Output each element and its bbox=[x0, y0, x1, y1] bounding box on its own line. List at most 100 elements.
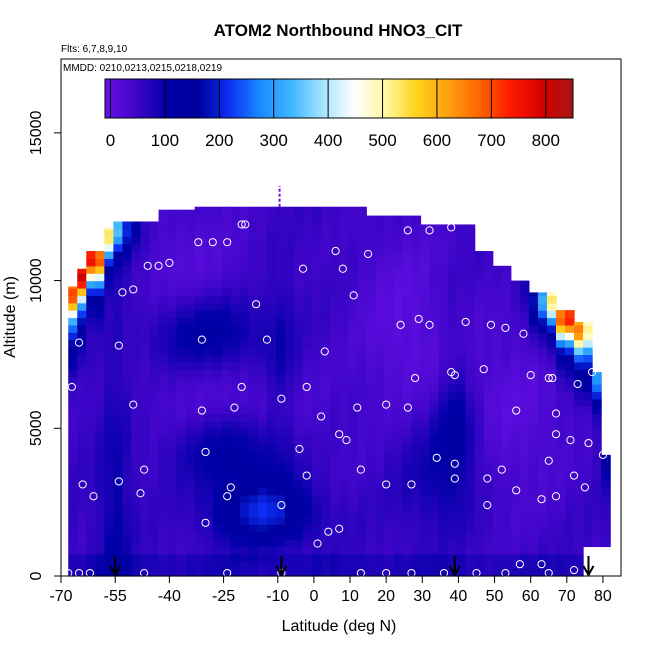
heatmap-cell bbox=[212, 302, 223, 311]
heatmap-cell bbox=[266, 435, 277, 444]
heatmap-cell bbox=[167, 369, 178, 378]
heatmap-cell bbox=[275, 472, 286, 481]
heatmap-cell bbox=[122, 413, 133, 422]
heatmap-cell bbox=[321, 302, 331, 311]
heatmap-cell bbox=[592, 372, 602, 378]
heatmap-cell bbox=[565, 428, 575, 437]
heatmap-cell bbox=[348, 413, 358, 422]
heatmap-cell bbox=[86, 413, 96, 422]
heatmap-cell bbox=[113, 228, 124, 237]
heatmap-cell bbox=[149, 310, 160, 319]
heatmap-cell bbox=[230, 310, 241, 319]
heatmap-cell bbox=[185, 317, 196, 326]
heatmap-cell bbox=[411, 347, 422, 356]
heatmap-cell bbox=[330, 457, 340, 466]
heatmap-cell bbox=[402, 413, 413, 422]
profile-point bbox=[230, 403, 239, 412]
heatmap-cell bbox=[275, 369, 286, 378]
heatmap-cell bbox=[77, 457, 87, 466]
heatmap-cell bbox=[420, 494, 431, 503]
heatmap-cell bbox=[140, 479, 151, 488]
heatmap-cell bbox=[474, 258, 485, 267]
heatmap-cell bbox=[312, 206, 322, 215]
heatmap-cell bbox=[348, 324, 358, 333]
heatmap-cell bbox=[592, 413, 602, 422]
heatmap-cell bbox=[113, 302, 124, 311]
heatmap-cell bbox=[375, 236, 385, 245]
heatmap-cell bbox=[393, 273, 404, 282]
heatmap-cell bbox=[465, 487, 476, 496]
heatmap-cell bbox=[393, 215, 404, 223]
heatmap-cell bbox=[230, 398, 241, 407]
heatmap-cell bbox=[303, 524, 313, 533]
heatmap-cell bbox=[312, 531, 322, 540]
heatmap-cell bbox=[402, 420, 413, 429]
heatmap-cell bbox=[203, 280, 214, 289]
heatmap-cell bbox=[519, 450, 530, 459]
heatmap-cell bbox=[510, 339, 521, 348]
heatmap-cell bbox=[312, 317, 322, 326]
heatmap-cell bbox=[438, 376, 449, 385]
heatmap-cell bbox=[402, 539, 413, 548]
heatmap-cell bbox=[122, 228, 133, 237]
heatmap-cell bbox=[537, 339, 548, 348]
heatmap-cell bbox=[519, 472, 530, 481]
heatmap-cell bbox=[402, 391, 413, 400]
heatmap-cell bbox=[294, 221, 304, 230]
heatmap-cell bbox=[366, 413, 376, 422]
heatmap-cell bbox=[285, 273, 295, 282]
profile-point bbox=[353, 403, 362, 412]
heatmap-cell bbox=[357, 347, 367, 356]
heatmap-cell bbox=[447, 228, 458, 237]
heatmap-cell bbox=[330, 214, 340, 223]
heatmap-cell bbox=[185, 443, 196, 452]
heatmap-cell bbox=[420, 310, 431, 319]
heatmap-cell bbox=[555, 376, 566, 385]
heatmap-cell bbox=[239, 516, 250, 525]
heatmap-cell bbox=[438, 369, 449, 378]
heatmap-cell bbox=[77, 369, 87, 378]
heatmap-cell bbox=[465, 494, 476, 503]
heatmap-cell bbox=[537, 465, 548, 474]
heatmap-cell bbox=[583, 524, 593, 533]
heatmap-cell bbox=[248, 236, 259, 245]
heatmap-cell bbox=[375, 450, 385, 459]
y-tick-label: 0 bbox=[28, 571, 45, 580]
heatmap-cell bbox=[122, 435, 133, 444]
heatmap-cell bbox=[131, 443, 142, 452]
heatmap-cell bbox=[212, 295, 223, 304]
heatmap-cell bbox=[185, 383, 196, 392]
heatmap-cell bbox=[411, 502, 422, 511]
heatmap-cell bbox=[537, 435, 548, 444]
heatmap-cell bbox=[294, 347, 304, 356]
heatmap-cell bbox=[77, 487, 87, 496]
heatmap-cell bbox=[465, 339, 476, 348]
heatmap-cell bbox=[167, 354, 178, 363]
heatmap-cell bbox=[456, 224, 467, 230]
heatmap-cell bbox=[303, 280, 313, 289]
heatmap-cell bbox=[176, 428, 187, 437]
heatmap-cell bbox=[275, 354, 286, 363]
heatmap-cell bbox=[104, 457, 114, 466]
heatmap-cell bbox=[393, 420, 404, 429]
profile-point bbox=[569, 471, 579, 480]
heatmap-cell bbox=[77, 376, 87, 385]
heatmap-cell bbox=[303, 376, 313, 385]
heatmap-cell bbox=[492, 516, 503, 525]
heatmap-cell bbox=[456, 531, 467, 540]
heatmap-cell bbox=[456, 243, 467, 252]
heatmap-cell bbox=[438, 391, 449, 400]
heatmap-cell bbox=[131, 361, 142, 370]
profile-point bbox=[277, 394, 286, 403]
heatmap-cell bbox=[393, 443, 404, 452]
heatmap-cell bbox=[239, 251, 250, 260]
heatmap-cell bbox=[257, 568, 268, 577]
heatmap-cell bbox=[384, 428, 394, 437]
heatmap-cell bbox=[113, 406, 124, 415]
heatmap-cell bbox=[384, 258, 394, 267]
heatmap-cell bbox=[140, 265, 151, 274]
heatmap-cell bbox=[312, 391, 322, 400]
heatmap-cell bbox=[167, 553, 178, 562]
heatmap-cell bbox=[574, 347, 584, 356]
heatmap-cell bbox=[95, 391, 105, 400]
